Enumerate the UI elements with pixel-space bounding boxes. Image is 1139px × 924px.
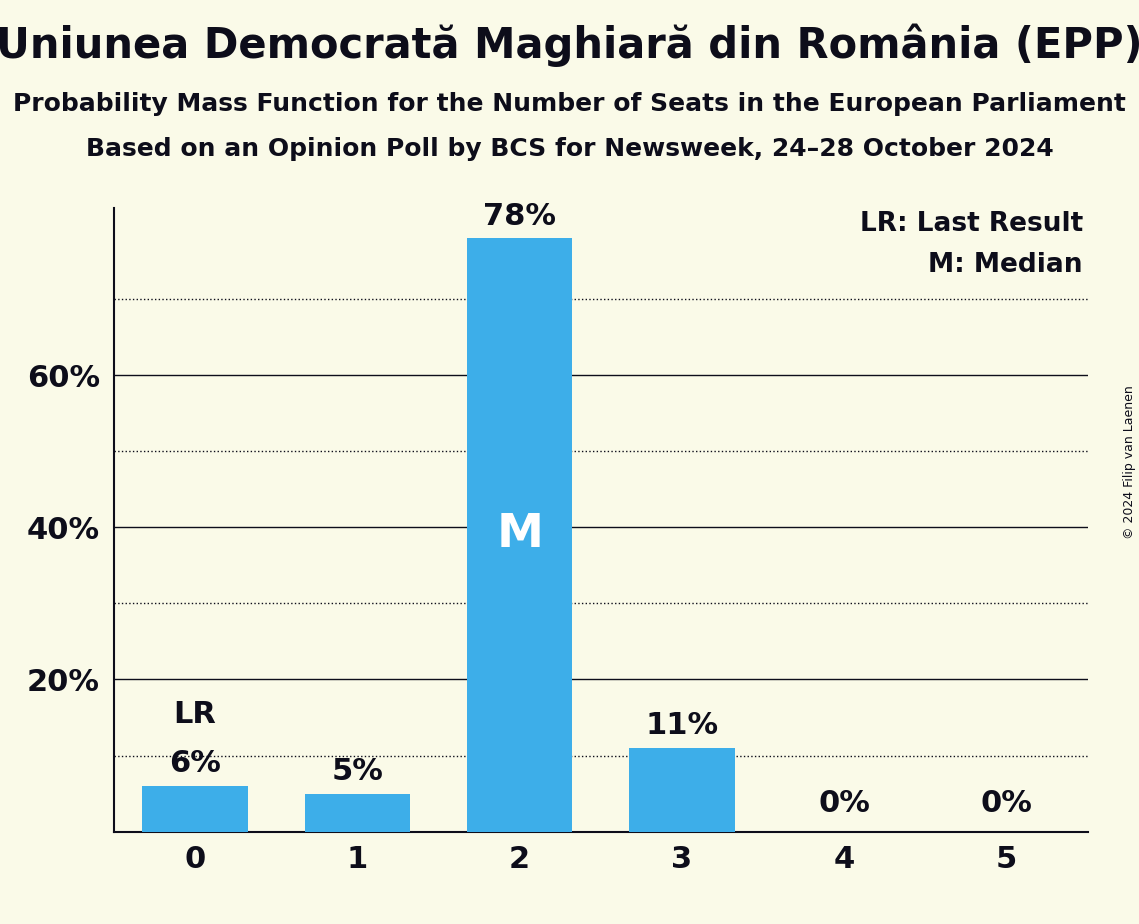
Text: Uniunea Democrată Maghiară din România (EPP): Uniunea Democrată Maghiară din România (… — [0, 23, 1139, 67]
Text: © 2024 Filip van Laenen: © 2024 Filip van Laenen — [1123, 385, 1137, 539]
Text: 0%: 0% — [981, 789, 1033, 818]
Text: 5%: 5% — [331, 757, 384, 786]
Text: 78%: 78% — [483, 201, 556, 231]
Text: 0%: 0% — [818, 789, 870, 818]
Text: 6%: 6% — [169, 749, 221, 778]
Bar — [142, 786, 248, 832]
Text: Based on an Opinion Poll by BCS for Newsweek, 24–28 October 2024: Based on an Opinion Poll by BCS for News… — [85, 137, 1054, 161]
Text: 11%: 11% — [646, 711, 719, 740]
Bar — [629, 748, 735, 832]
Bar — [304, 794, 410, 832]
Text: LR: Last Result: LR: Last Result — [860, 211, 1083, 237]
Text: LR: LR — [173, 699, 216, 729]
Text: Probability Mass Function for the Number of Seats in the European Parliament: Probability Mass Function for the Number… — [13, 92, 1126, 116]
Bar — [467, 238, 573, 832]
Text: M: M — [497, 513, 543, 557]
Text: M: Median: M: Median — [928, 251, 1083, 277]
